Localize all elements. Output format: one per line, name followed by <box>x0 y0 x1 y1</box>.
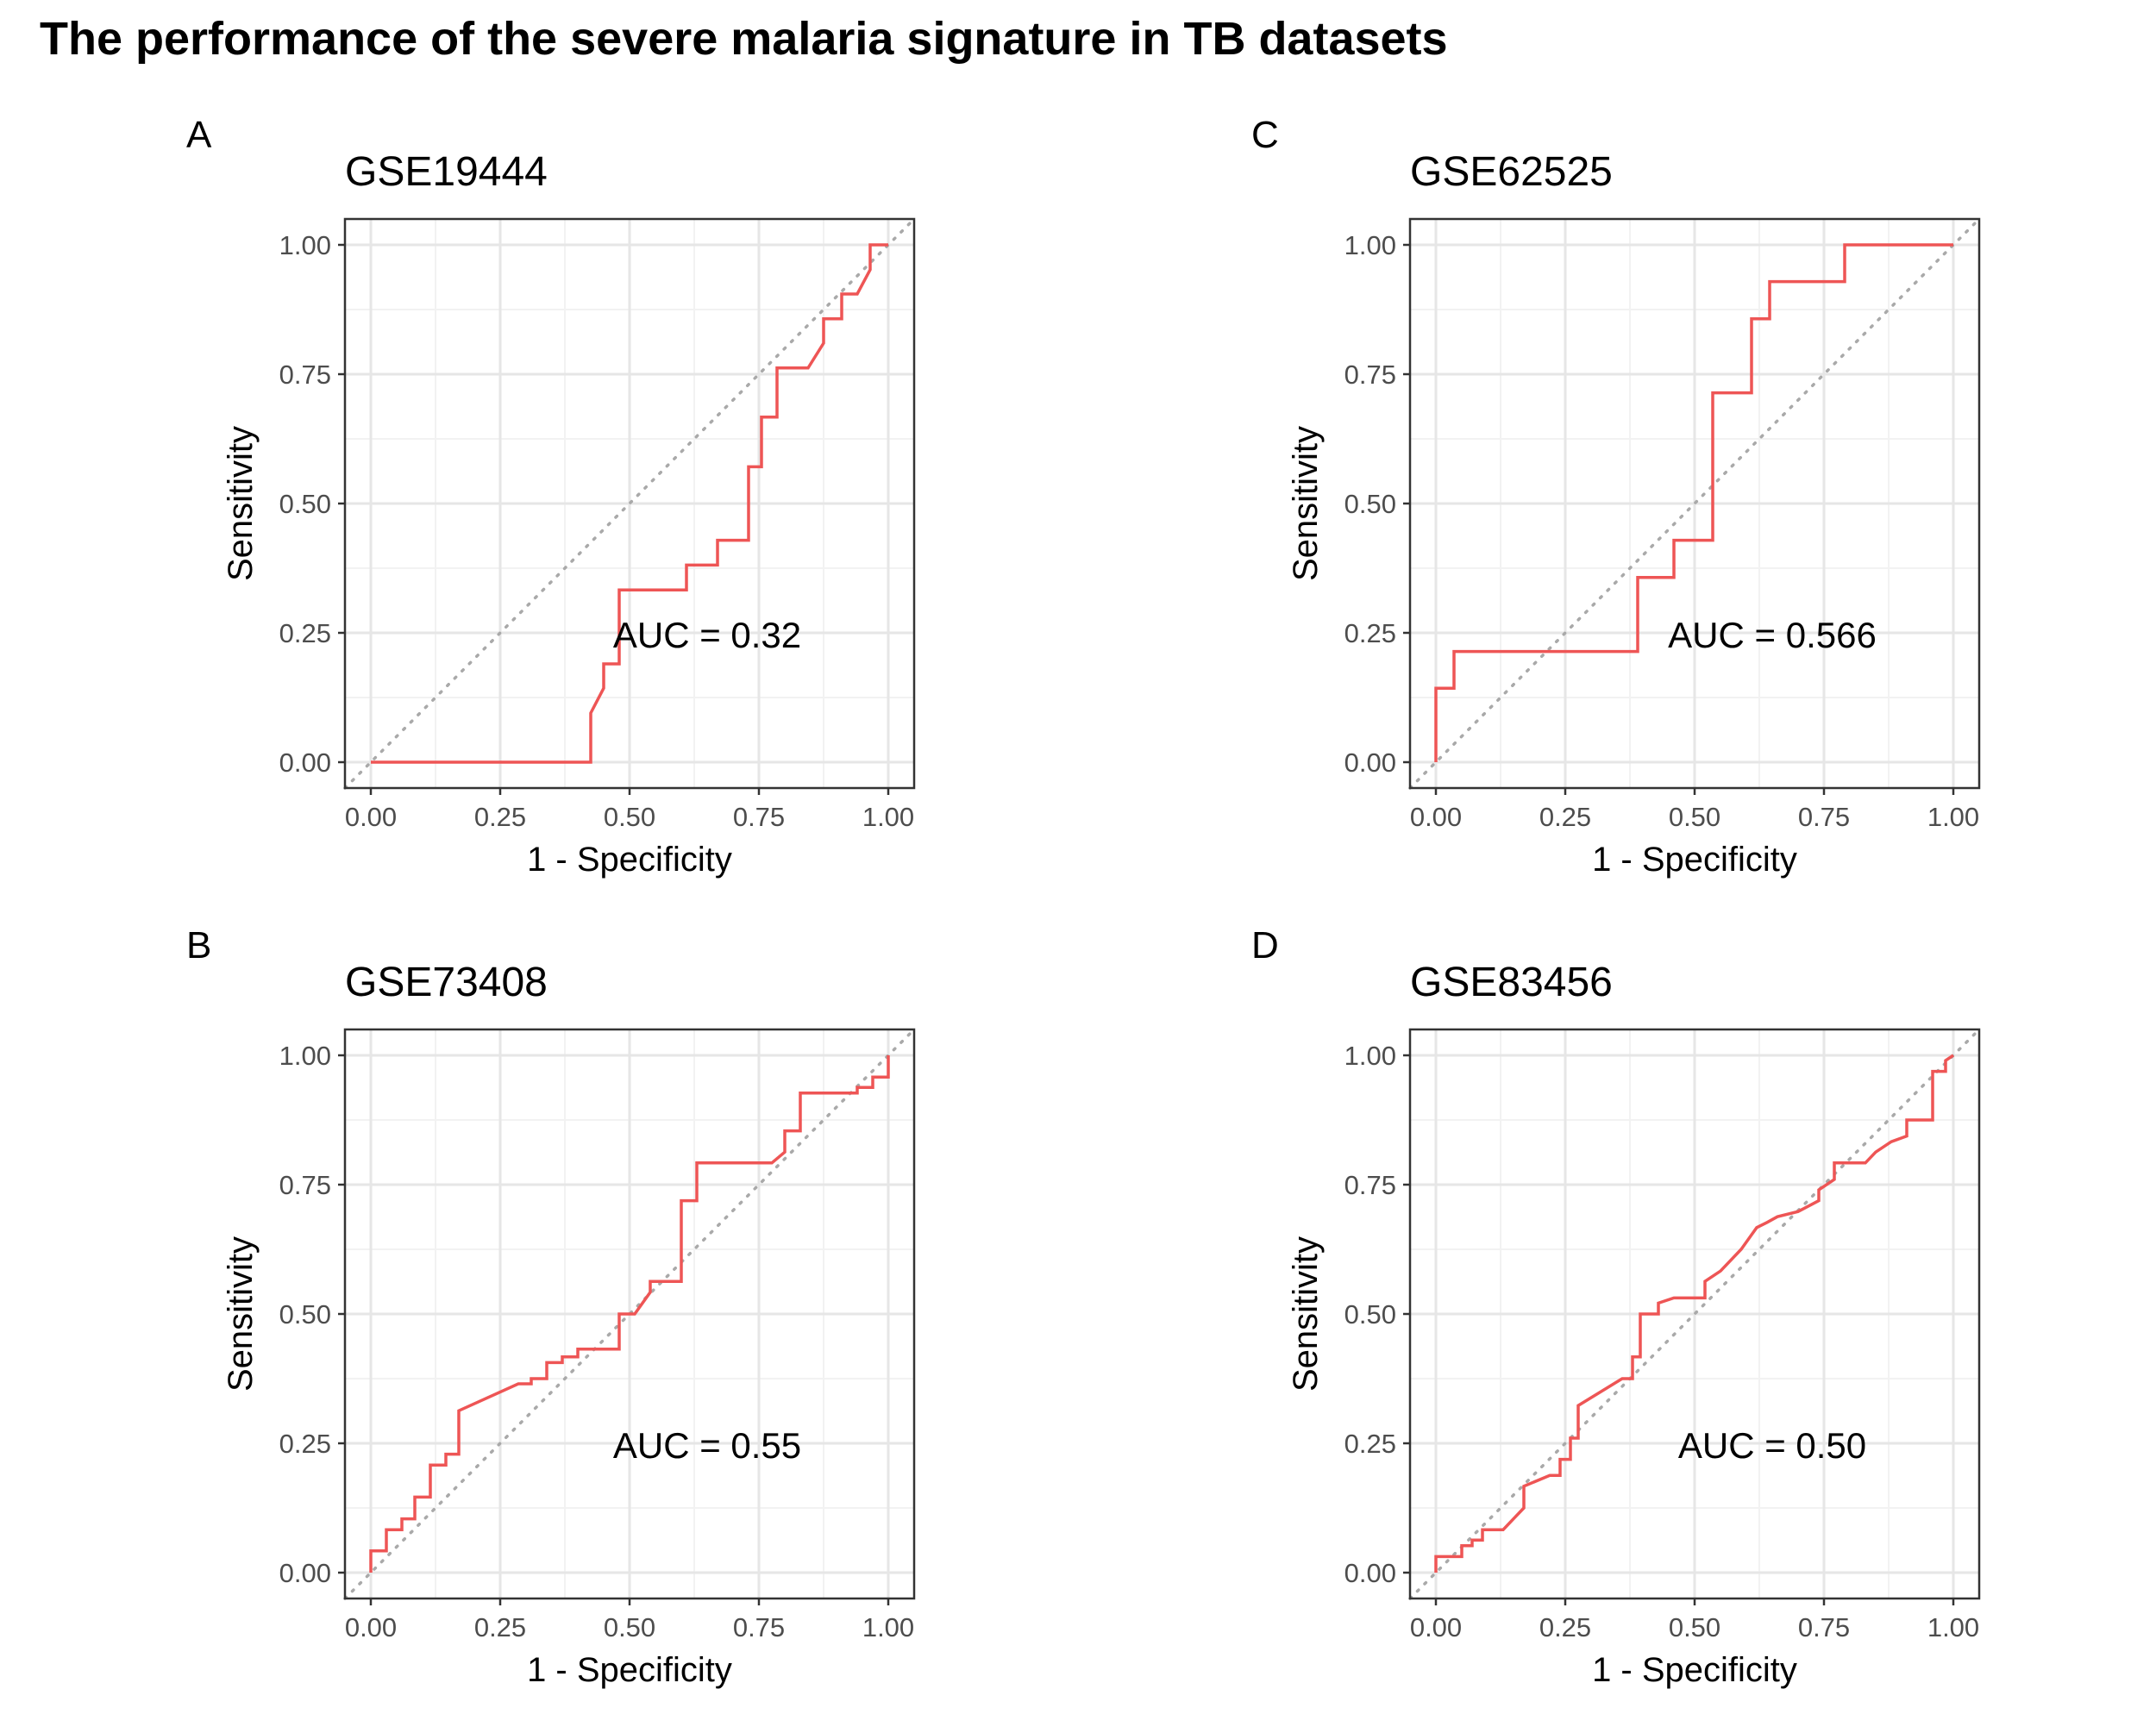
y-tick-label: 0.75 <box>1344 360 1396 390</box>
x-axis-title: 1 - Specificity <box>1592 1651 1797 1689</box>
y-tick-label: 0.50 <box>279 489 331 519</box>
roc-plot-svg: 0.00 0.25 0.50 0.75 1.00 0.00 0.25 0.50 0.75 1.00… <box>222 217 916 879</box>
x-tick-label: 0.25 <box>1539 1612 1591 1642</box>
x-axis-title: 1 - Specificity <box>527 1651 732 1689</box>
y-tick-label: 0.75 <box>1344 1170 1396 1200</box>
roc-panel-d: D GSE83456 0.00 0.25 0.50 0.75 1.00 0.00 0.25 0.5… <box>1065 923 2143 1733</box>
x-tick-label: 0.50 <box>1669 1612 1720 1642</box>
x-tick-label: 0.75 <box>1798 1612 1850 1642</box>
y-tick-label: 0.00 <box>279 1558 331 1588</box>
x-tick-label: 0.50 <box>1669 802 1720 832</box>
panel-title: GSE62525 <box>1410 149 1613 195</box>
x-tick-label: 0.25 <box>474 1612 526 1642</box>
roc-panel-c: C GSE62525 0.00 0.25 0.50 0.75 1.00 0.00 0.25 0.5… <box>1065 112 2143 923</box>
roc-panel-a: A GSE19444 0.00 0.25 0.50 0.75 1.00 0.00 0.25 0.5… <box>0 112 1078 923</box>
x-tick-label: 0.75 <box>733 802 785 832</box>
panel-title: GSE19444 <box>345 149 548 195</box>
roc-plot-svg: 0.00 0.25 0.50 0.75 1.00 0.00 0.25 0.50 0.75 1.00… <box>1287 1028 1981 1689</box>
roc-plot-svg: 0.00 0.25 0.50 0.75 1.00 0.00 0.25 0.50 0.75 1.00… <box>222 1028 916 1689</box>
y-tick-label: 0.25 <box>279 1429 331 1459</box>
x-tick-label: 0.75 <box>733 1612 785 1642</box>
x-axis-title: 1 - Specificity <box>527 841 732 879</box>
auc-annotation: AUC = 0.50 <box>1678 1425 1866 1466</box>
roc-plot-svg: 0.00 0.25 0.50 0.75 1.00 0.00 0.25 0.50 0.75 1.00… <box>1287 217 1981 879</box>
roc-curve-line <box>1434 243 1953 762</box>
y-tick-label: 1.00 <box>279 230 331 260</box>
y-tick-label: 0.00 <box>1344 748 1396 778</box>
x-tick-label: 0.00 <box>345 802 397 832</box>
x-tick-label: 0.75 <box>1798 802 1850 832</box>
roc-curve-line <box>1434 1054 1954 1573</box>
diagonal-reference-line <box>1408 217 1981 790</box>
y-axis-title: Sensitivity <box>1287 426 1325 581</box>
x-tick-label: 0.00 <box>345 1612 397 1642</box>
auc-annotation: AUC = 0.32 <box>613 615 801 655</box>
panel-letter: A <box>186 114 212 156</box>
x-tick-label: 0.25 <box>1539 802 1591 832</box>
y-tick-label: 0.25 <box>279 618 331 648</box>
x-tick-label: 0.00 <box>1410 1612 1462 1642</box>
y-tick-label: 0.75 <box>279 1170 331 1200</box>
x-tick-label: 0.00 <box>1410 802 1462 832</box>
x-tick-label: 1.00 <box>1927 1612 1979 1642</box>
panel-letter: D <box>1251 924 1279 967</box>
panel-letter: C <box>1251 114 1279 156</box>
diagonal-reference-line <box>1408 1028 1981 1600</box>
diagonal-reference-line <box>343 217 916 790</box>
y-axis-title: Sensitivity <box>1287 1236 1325 1392</box>
roc-curve-line <box>371 243 888 764</box>
y-tick-label: 0.50 <box>1344 1299 1396 1329</box>
x-tick-label: 0.25 <box>474 802 526 832</box>
y-tick-label: 0.75 <box>279 360 331 390</box>
panel-letter: B <box>186 924 212 967</box>
y-tick-label: 1.00 <box>1344 230 1396 260</box>
y-tick-label: 0.00 <box>1344 1558 1396 1588</box>
panel-title: GSE73408 <box>345 960 548 1005</box>
y-axis-title: Sensitivity <box>222 1236 260 1392</box>
x-tick-label: 0.50 <box>604 802 655 832</box>
roc-panel-b: B GSE73408 0.00 0.25 0.50 0.75 1.00 0.00 0.25 0.5… <box>0 923 1078 1733</box>
panel-title: GSE83456 <box>1410 960 1613 1005</box>
y-tick-label: 1.00 <box>279 1041 331 1071</box>
y-axis-title: Sensitivity <box>222 426 260 581</box>
y-tick-label: 0.00 <box>279 748 331 778</box>
y-tick-label: 1.00 <box>1344 1041 1396 1071</box>
y-tick-label: 0.50 <box>279 1299 331 1329</box>
x-tick-label: 1.00 <box>862 802 914 832</box>
auc-annotation: AUC = 0.566 <box>1668 615 1877 655</box>
y-tick-label: 0.50 <box>1344 489 1396 519</box>
auc-annotation: AUC = 0.55 <box>613 1425 801 1466</box>
x-axis-title: 1 - Specificity <box>1592 841 1797 879</box>
y-tick-label: 0.25 <box>1344 1429 1396 1459</box>
roc-curve-line <box>369 1055 890 1573</box>
figure-title: The performance of the severe malaria si… <box>40 13 1448 65</box>
x-tick-label: 0.50 <box>604 1612 655 1642</box>
x-tick-label: 1.00 <box>1927 802 1979 832</box>
x-tick-label: 1.00 <box>862 1612 914 1642</box>
y-tick-label: 0.25 <box>1344 618 1396 648</box>
